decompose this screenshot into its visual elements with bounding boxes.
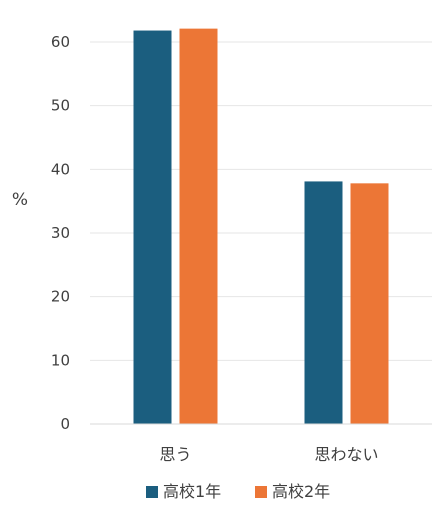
legend: 高校1年 高校2年 [146,482,330,501]
bars [133,28,389,424]
legend-label: 高校2年 [272,482,330,501]
bar-2-2 [350,183,389,424]
legend-swatch [146,486,158,498]
legend-swatch [255,486,267,498]
bar-1-1 [133,30,172,424]
y-tick-label: 40 [51,160,70,178]
x-axis-categories: 思う 思わない [159,445,378,464]
y-tick-label: 30 [51,224,70,242]
bar-2-1 [179,28,218,424]
y-tick-label: 60 [51,33,70,51]
y-tick-label: 20 [51,288,70,306]
y-tick-label: 10 [51,351,70,369]
x-category-label: 思う [159,445,191,464]
legend-label: 高校1年 [163,482,221,501]
bar-1-2 [304,181,343,424]
y-axis-ticks: 0 10 20 30 40 50 60 [51,33,70,433]
x-category-label: 思わない [314,445,378,464]
y-tick-label: 0 [60,415,70,433]
y-tick-label: 50 [51,97,70,115]
y-axis-label: % [12,190,28,210]
